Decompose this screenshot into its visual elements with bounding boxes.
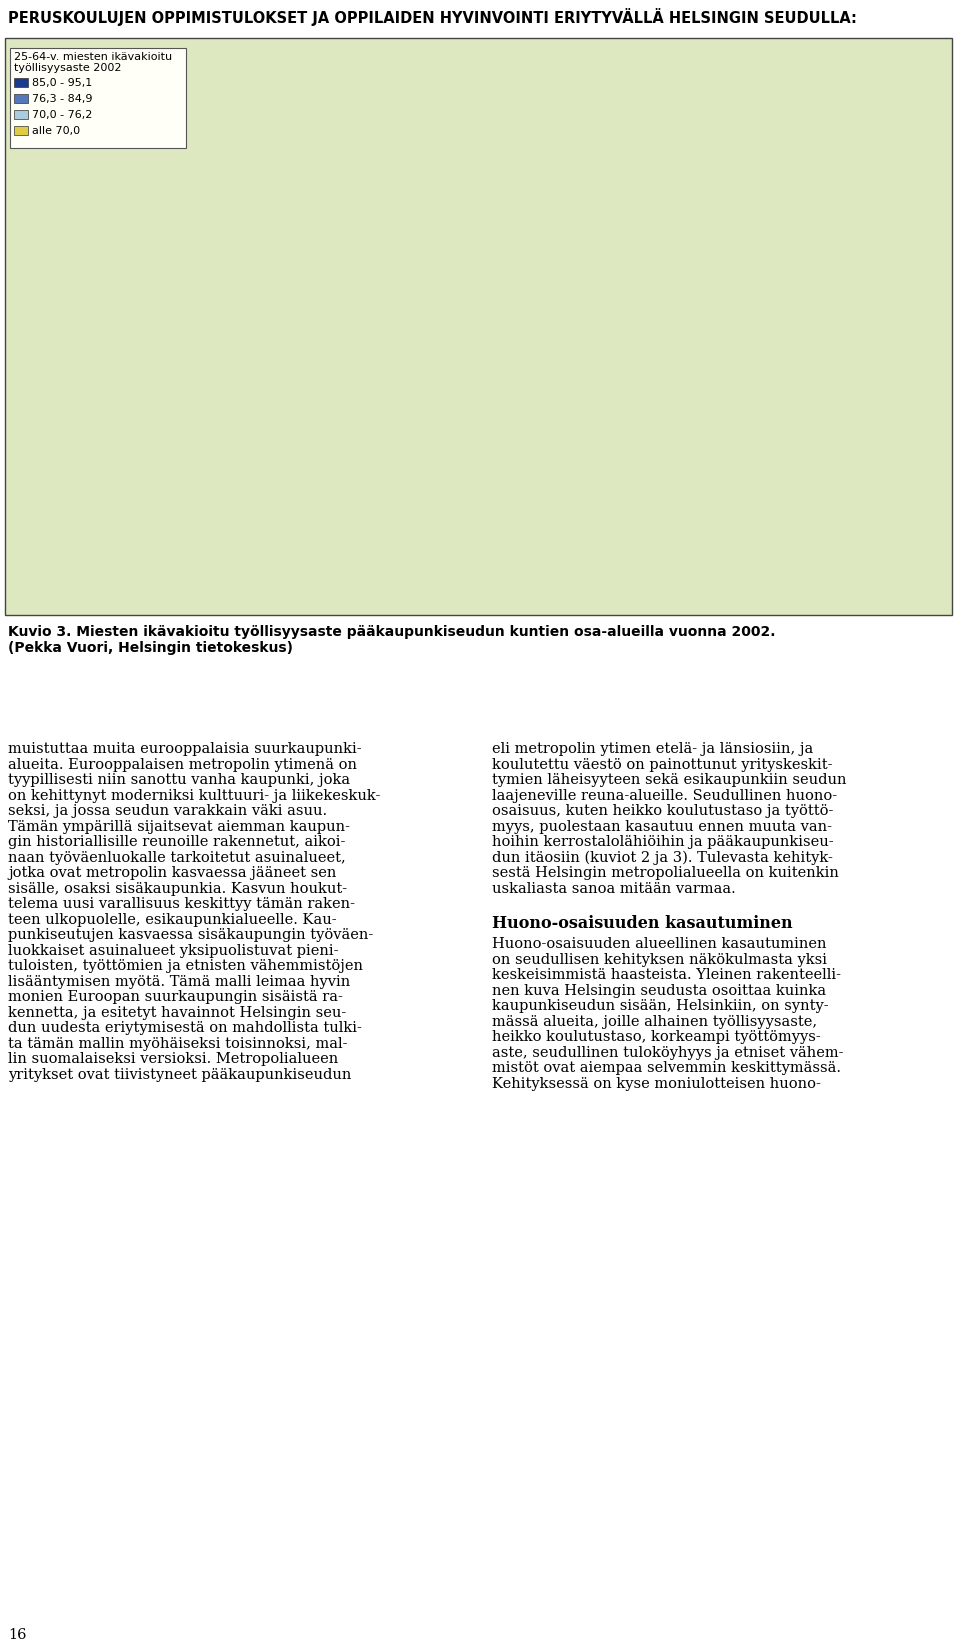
Text: lin suomalaiseksi versioksi. Metropolialueen: lin suomalaiseksi versioksi. Metropolial… xyxy=(8,1052,338,1067)
Text: uskaliasta sanoa mitään varmaa.: uskaliasta sanoa mitään varmaa. xyxy=(492,882,735,895)
Text: seksi, ja jossa seudun varakkain väki asuu.: seksi, ja jossa seudun varakkain väki as… xyxy=(8,804,327,817)
Text: eli metropolin ytimen etelä- ja länsiosiin, ja: eli metropolin ytimen etelä- ja länsiosi… xyxy=(492,741,813,756)
Bar xyxy=(5,38,952,616)
Text: Huono-osaisuuden kasautuminen: Huono-osaisuuden kasautuminen xyxy=(492,915,793,933)
Text: lisääntymisen myötä. Tämä malli leimaa hyvin: lisääntymisen myötä. Tämä malli leimaa h… xyxy=(8,974,350,989)
Text: jotka ovat metropolin kasvaessa jääneet sen: jotka ovat metropolin kasvaessa jääneet … xyxy=(8,867,336,880)
Text: kennetta, ja esitetyt havainnot Helsingin seu-: kennetta, ja esitetyt havainnot Helsingi… xyxy=(8,1005,347,1020)
Text: tuloisten, työttömien ja etnisten vähemmistöjen: tuloisten, työttömien ja etnisten vähemm… xyxy=(8,959,363,972)
Bar xyxy=(10,48,186,149)
Text: alueita. Eurooppalaisen metropolin ytimenä on: alueita. Eurooppalaisen metropolin ytime… xyxy=(8,758,357,771)
Text: laajeneville reuna-alueille. Seudullinen huono-: laajeneville reuna-alueille. Seudullinen… xyxy=(492,789,837,802)
Text: luokkaiset asuinalueet yksipuolistuvat pieni-: luokkaiset asuinalueet yksipuolistuvat p… xyxy=(8,943,339,958)
Text: alle 70,0: alle 70,0 xyxy=(32,125,80,135)
Text: 85,0 - 95,1: 85,0 - 95,1 xyxy=(32,78,92,88)
Text: (Pekka Vuori, Helsingin tietokeskus): (Pekka Vuori, Helsingin tietokeskus) xyxy=(8,641,293,655)
Text: sestä Helsingin metropolialueella on kuitenkin: sestä Helsingin metropolialueella on kui… xyxy=(492,867,839,880)
Text: koulutettu väestö on painottunut yrityskeskit-: koulutettu väestö on painottunut yritysk… xyxy=(492,758,832,771)
Text: dun itäosiin (kuviot 2 ja 3). Tulevasta kehityk-: dun itäosiin (kuviot 2 ja 3). Tulevasta … xyxy=(492,850,833,865)
Text: nen kuva Helsingin seudusta osoittaa kuinka: nen kuva Helsingin seudusta osoittaa kui… xyxy=(492,984,827,997)
Text: ta tämän mallin myöhäiseksi toisinnoksi, mal-: ta tämän mallin myöhäiseksi toisinnoksi,… xyxy=(8,1037,348,1050)
Bar xyxy=(14,78,28,88)
Text: kaupunkiseudun sisään, Helsinkiin, on synty-: kaupunkiseudun sisään, Helsinkiin, on sy… xyxy=(492,999,828,1014)
Text: aste, seudullinen tuloköyhyys ja etniset vähem-: aste, seudullinen tuloköyhyys ja etniset… xyxy=(492,1045,844,1060)
Text: monien Euroopan suurkaupungin sisäistä ra-: monien Euroopan suurkaupungin sisäistä r… xyxy=(8,991,343,1004)
Text: myys, puolestaan kasautuu ennen muuta van-: myys, puolestaan kasautuu ennen muuta va… xyxy=(492,819,832,834)
Text: 70,0 - 76,2: 70,0 - 76,2 xyxy=(32,111,92,121)
Bar xyxy=(14,125,28,135)
Text: mistöt ovat aiempaa selvemmin keskittymässä.: mistöt ovat aiempaa selvemmin keskittymä… xyxy=(492,1062,841,1075)
Text: Huono-osaisuuden alueellinen kasautuminen: Huono-osaisuuden alueellinen kasautumine… xyxy=(492,938,827,951)
Text: on seudullisen kehityksen näkökulmasta yksi: on seudullisen kehityksen näkökulmasta y… xyxy=(492,953,827,966)
Text: punkiseutujen kasvaessa sisäkaupungin työväen-: punkiseutujen kasvaessa sisäkaupungin ty… xyxy=(8,928,373,943)
Text: tyypillisesti niin sanottu vanha kaupunki, joka: tyypillisesti niin sanottu vanha kaupunk… xyxy=(8,773,350,788)
Text: työllisyysaste 2002: työllisyysaste 2002 xyxy=(14,63,122,73)
Text: on kehittynyt moderniksi kulttuuri- ja liikekeskuk-: on kehittynyt moderniksi kulttuuri- ja l… xyxy=(8,789,380,802)
Text: heikko koulutustaso, korkeampi työttömyys-: heikko koulutustaso, korkeampi työttömyy… xyxy=(492,1030,821,1043)
Text: Tämän ympärillä sijaitsevat aiemman kaupun-: Tämän ympärillä sijaitsevat aiemman kaup… xyxy=(8,819,350,834)
Text: mässä alueita, joille alhainen työllisyysaste,: mässä alueita, joille alhainen työllisyy… xyxy=(492,1014,817,1029)
Text: 76,3 - 84,9: 76,3 - 84,9 xyxy=(32,94,92,104)
Text: naan työväenluokalle tarkoitetut asuinalueet,: naan työväenluokalle tarkoitetut asuinal… xyxy=(8,850,346,865)
Text: telema uusi varallisuus keskittyy tämän raken-: telema uusi varallisuus keskittyy tämän … xyxy=(8,896,355,911)
Bar xyxy=(14,94,28,102)
Text: 25-64-v. miesten ikävakioitu: 25-64-v. miesten ikävakioitu xyxy=(14,51,172,63)
Text: sisälle, osaksi sisäkaupunkia. Kasvun houkut-: sisälle, osaksi sisäkaupunkia. Kasvun ho… xyxy=(8,882,348,895)
Text: 16: 16 xyxy=(8,1628,27,1643)
Text: tymien läheisyyteen sekä esikaupunkiin seudun: tymien läheisyyteen sekä esikaupunkiin s… xyxy=(492,773,847,788)
Text: osaisuus, kuten heikko koulutustaso ja työttö-: osaisuus, kuten heikko koulutustaso ja t… xyxy=(492,804,833,817)
Text: gin historiallisille reunoille rakennetut, aikoi-: gin historiallisille reunoille rakennetu… xyxy=(8,835,346,849)
Text: keskeisimmistä haasteista. Yleinen rakenteelli-: keskeisimmistä haasteista. Yleinen raken… xyxy=(492,967,841,982)
Text: dun uudesta eriytymisestä on mahdollista tulki-: dun uudesta eriytymisestä on mahdollista… xyxy=(8,1020,362,1035)
Bar xyxy=(14,111,28,119)
Text: Kuvio 3. Miesten ikävakioitu työllisyysaste pääkaupunkiseudun kuntien osa-alueil: Kuvio 3. Miesten ikävakioitu työllisyysa… xyxy=(8,626,776,639)
Text: PERUSKOULUJEN OPPIMISTULOKSET JA OPPILAIDEN HYVINVOINTI ERIYTYVÄLLÄ HELSINGIN SE: PERUSKOULUJEN OPPIMISTULOKSET JA OPPILAI… xyxy=(8,8,857,26)
Text: hoihin kerrostalolähiöihin ja pääkaupunkiseu-: hoihin kerrostalolähiöihin ja pääkaupunk… xyxy=(492,835,833,849)
Text: muistuttaa muita eurooppalaisia suurkaupunki-: muistuttaa muita eurooppalaisia suurkaup… xyxy=(8,741,362,756)
Text: yritykset ovat tiivistyneet pääkaupunkiseudun: yritykset ovat tiivistyneet pääkaupunkis… xyxy=(8,1068,351,1081)
Text: teen ulkopuolelle, esikaupunkialueelle. Kau-: teen ulkopuolelle, esikaupunkialueelle. … xyxy=(8,913,337,926)
Text: Kehityksessä on kyse moniulotteisen huono-: Kehityksessä on kyse moniulotteisen huon… xyxy=(492,1076,821,1091)
